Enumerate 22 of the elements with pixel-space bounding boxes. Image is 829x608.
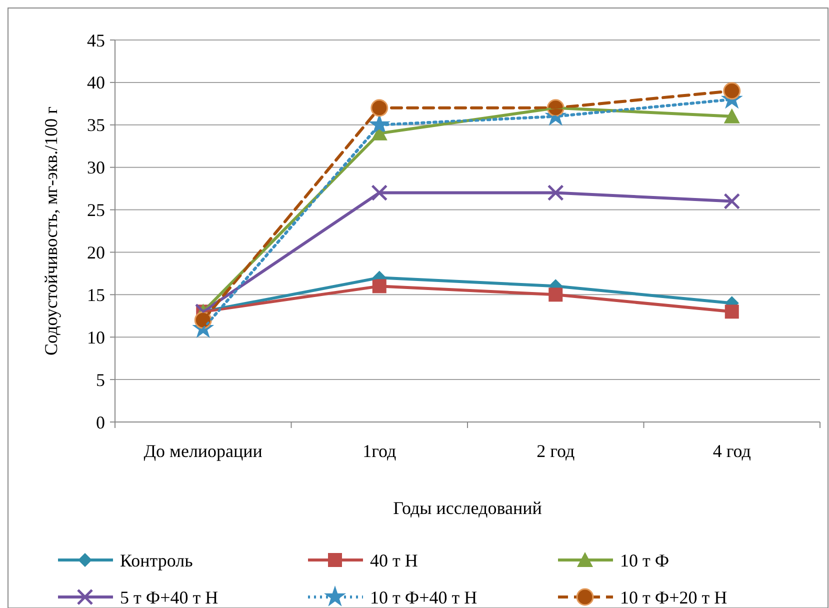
- legend-label: 10 т Ф+20 т Н: [620, 587, 728, 608]
- x-tick-label: 4 год: [712, 441, 751, 461]
- y-tick-label: 35: [87, 115, 105, 136]
- y-tick-label: 15: [87, 284, 105, 305]
- x-tick-label: До мелиорации: [144, 441, 263, 461]
- y-tick-label: 10: [87, 327, 105, 348]
- x-tick-label: 2 год: [536, 441, 575, 461]
- y-tick-label: 40: [87, 72, 105, 93]
- y-tick-label: 25: [87, 200, 105, 220]
- y-axis-title: Содоустойчивость, мг-экв./100 г: [41, 106, 61, 356]
- x-tick-label: 1год: [362, 441, 396, 461]
- y-tick-label: 0: [96, 412, 105, 432]
- legend-label: Контроль: [120, 550, 193, 570]
- legend-label: 10 т Ф+40 т Н: [370, 587, 478, 608]
- legend-label: 40 т Н: [370, 550, 418, 570]
- y-tick-label: 30: [87, 158, 105, 178]
- legend-label: 10 т Ф: [620, 550, 670, 570]
- y-tick-label: 45: [87, 30, 105, 50]
- y-tick-label: 5: [96, 370, 105, 390]
- legend-label: 5 т Ф+40 т Н: [120, 587, 218, 608]
- x-axis-title: Годы исследований: [393, 498, 542, 518]
- y-tick-label: 20: [87, 242, 105, 263]
